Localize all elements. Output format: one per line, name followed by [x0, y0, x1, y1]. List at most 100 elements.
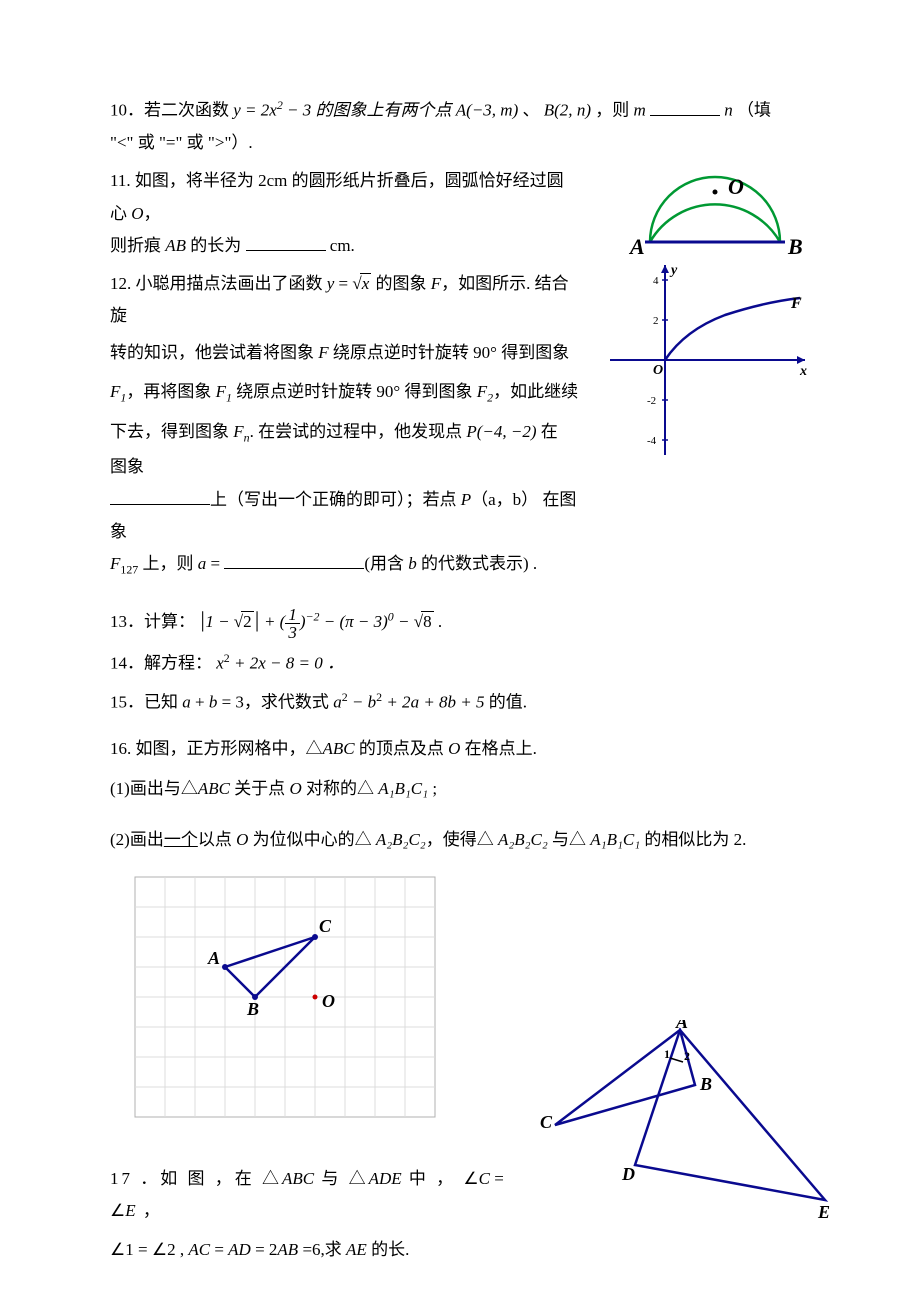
- q14-x2: x: [258, 654, 266, 673]
- q12-l1a: 12. 小聪用描点法画出了函数: [110, 274, 327, 293]
- q11-unit: cm.: [330, 236, 355, 255]
- q12-F: F: [431, 274, 441, 293]
- sqrt-svg: y x O F 4 2 -2 -4: [605, 260, 815, 460]
- q17-comma: ，: [136, 1201, 163, 1220]
- q11-O: O: [131, 204, 143, 223]
- f17-C: C: [540, 1112, 553, 1132]
- q16-A2B2C2b: A₂B₂C₂: [498, 830, 548, 849]
- p2a: + 2: [382, 693, 410, 712]
- label-O: O: [728, 174, 744, 199]
- q14-tail: − 8 = 0 ．: [266, 654, 344, 673]
- exp0: 0: [388, 610, 394, 624]
- exp-m2: −2: [306, 610, 320, 624]
- q16-ABC: ABC: [323, 739, 355, 758]
- q17-C: C: [479, 1169, 490, 1188]
- q16-A2B2C2: A₂B₂C₂: [376, 830, 426, 849]
- q15-plus: +: [191, 693, 209, 712]
- q10-text: 10．若二次函数: [110, 101, 233, 120]
- q12-F1b: F: [216, 382, 226, 401]
- q12-l7c: =: [206, 554, 224, 573]
- q16-l1c: 在格点上.: [460, 739, 537, 758]
- ytick-4: 4: [653, 275, 659, 287]
- blank-compare[interactable]: [650, 98, 720, 116]
- curve-F: F: [790, 295, 802, 312]
- q12-eq: =: [334, 274, 352, 293]
- f17-1: 1: [664, 1047, 670, 1061]
- q12-F2a: F: [477, 382, 487, 401]
- q15-prefix: 15．已知: [110, 693, 182, 712]
- A-args: (−3,: [466, 101, 500, 120]
- q17-AC: AC: [188, 1240, 210, 1259]
- q12-l3d: ，如此继续: [493, 382, 578, 401]
- q10-line2: "<" 或 "=" 或 ">"）.: [110, 133, 253, 152]
- q15-eq: = 3，求代数式: [217, 693, 333, 712]
- axis-y: y: [669, 263, 678, 278]
- q16-p2a: (2)画出: [110, 830, 164, 849]
- q16-ABC2: ABC: [198, 779, 230, 798]
- blank-image-name[interactable]: [110, 487, 210, 505]
- var-y: y: [233, 101, 241, 120]
- var-x: x: [269, 101, 277, 120]
- q16-p2e: 与△: [548, 830, 591, 849]
- q17-AD: AD: [228, 1240, 251, 1259]
- grid-C: C: [319, 916, 332, 936]
- question-14: 14．解方程： x2 + 2x − 8 = 0 ．: [110, 647, 810, 680]
- y-arrow: [661, 265, 669, 273]
- q16-A1B1C1b: A₁B₁C₁: [590, 830, 640, 849]
- q12-F1a: F: [110, 382, 120, 401]
- q12-l7e: 的代数式表示) .: [417, 554, 537, 573]
- frac-1-3: 13: [285, 606, 300, 641]
- grid-A: A: [207, 948, 220, 968]
- q17-l1c: 中 ，: [402, 1169, 457, 1188]
- q12-l4c: 在: [537, 422, 558, 441]
- q16-p1d: ;: [428, 779, 437, 798]
- p5: + 5: [456, 693, 484, 712]
- figure-triangles: A B C D E 1 2: [540, 1020, 840, 1231]
- question-17b: ∠1 = ∠2 , AC = AD = 2AB =6,求 AE 的长.: [110, 1234, 530, 1266]
- q16-p1c: 对称的△: [302, 779, 379, 798]
- one: 1 −: [205, 612, 233, 631]
- q11-comma: ，: [144, 204, 161, 223]
- blank-ab-length[interactable]: [246, 233, 326, 251]
- q11-l2b: 的长为: [186, 236, 246, 255]
- pt-B: B: [544, 101, 554, 120]
- plus1: + (: [264, 612, 285, 631]
- ang2: ∠: [110, 1201, 125, 1220]
- q12-l3b: ，再将图象: [126, 382, 215, 401]
- q15-a3: a: [411, 693, 420, 712]
- ytick-m2: -2: [647, 395, 656, 407]
- q17-eq2: =: [210, 1240, 228, 1259]
- question-16-2: (2)画出一个以点 O 为位似中心的△ A₂B₂C₂，使得△ A₂B₂C₂ 与△…: [110, 824, 810, 856]
- q12-l1b: 的图象: [371, 274, 431, 293]
- q16-O2: O: [289, 779, 301, 798]
- blank-a-expr[interactable]: [224, 551, 364, 569]
- label-B: B: [787, 234, 803, 259]
- ytick-2: 2: [653, 315, 659, 327]
- q12-P2: P: [461, 490, 471, 509]
- question-16: 16. 如图，正方形网格中，△ABC 的顶点及点 O 在格点上.: [110, 733, 810, 765]
- q17-l2d: 的长.: [367, 1240, 410, 1259]
- ang1: ∠: [463, 1169, 478, 1188]
- q11-AB: AB: [165, 236, 186, 255]
- axis-x: x: [799, 364, 807, 379]
- var-n2: n: [724, 101, 733, 120]
- minus2: −: [398, 612, 414, 631]
- origin-O: O: [653, 363, 663, 378]
- figure-sqrt-graph: y x O F 4 2 -2 -4: [605, 260, 815, 471]
- q16-p1a: (1)画出与△: [110, 779, 198, 798]
- grid-svg: A B C O: [130, 872, 450, 1142]
- q15-b2: b: [368, 693, 377, 712]
- f17-A: A: [675, 1020, 688, 1032]
- f17-E: E: [817, 1202, 830, 1220]
- sqrt-x: √x: [352, 268, 371, 300]
- q12-l3c: 绕原点逆时针旋转 90° 得到图象: [232, 382, 477, 401]
- q11-text: 11. 如图，将半径为 2cm 的圆形纸片折叠后，圆弧恰好经过圆心: [110, 171, 564, 222]
- grid-B: B: [246, 999, 259, 1019]
- question-12: 12. 小聪用描点法画出了函数 y = √x 的图象 F，如图所示. 结合旋 转…: [110, 268, 580, 581]
- q17-l2a: ∠1 = ∠2 ,: [110, 1240, 188, 1259]
- figure-circle-fold: O A B: [620, 132, 810, 273]
- sqrt2: √2: [234, 606, 254, 638]
- mb: −: [348, 693, 368, 712]
- q14-eq: + 2: [230, 654, 258, 673]
- q16-O: O: [448, 739, 460, 758]
